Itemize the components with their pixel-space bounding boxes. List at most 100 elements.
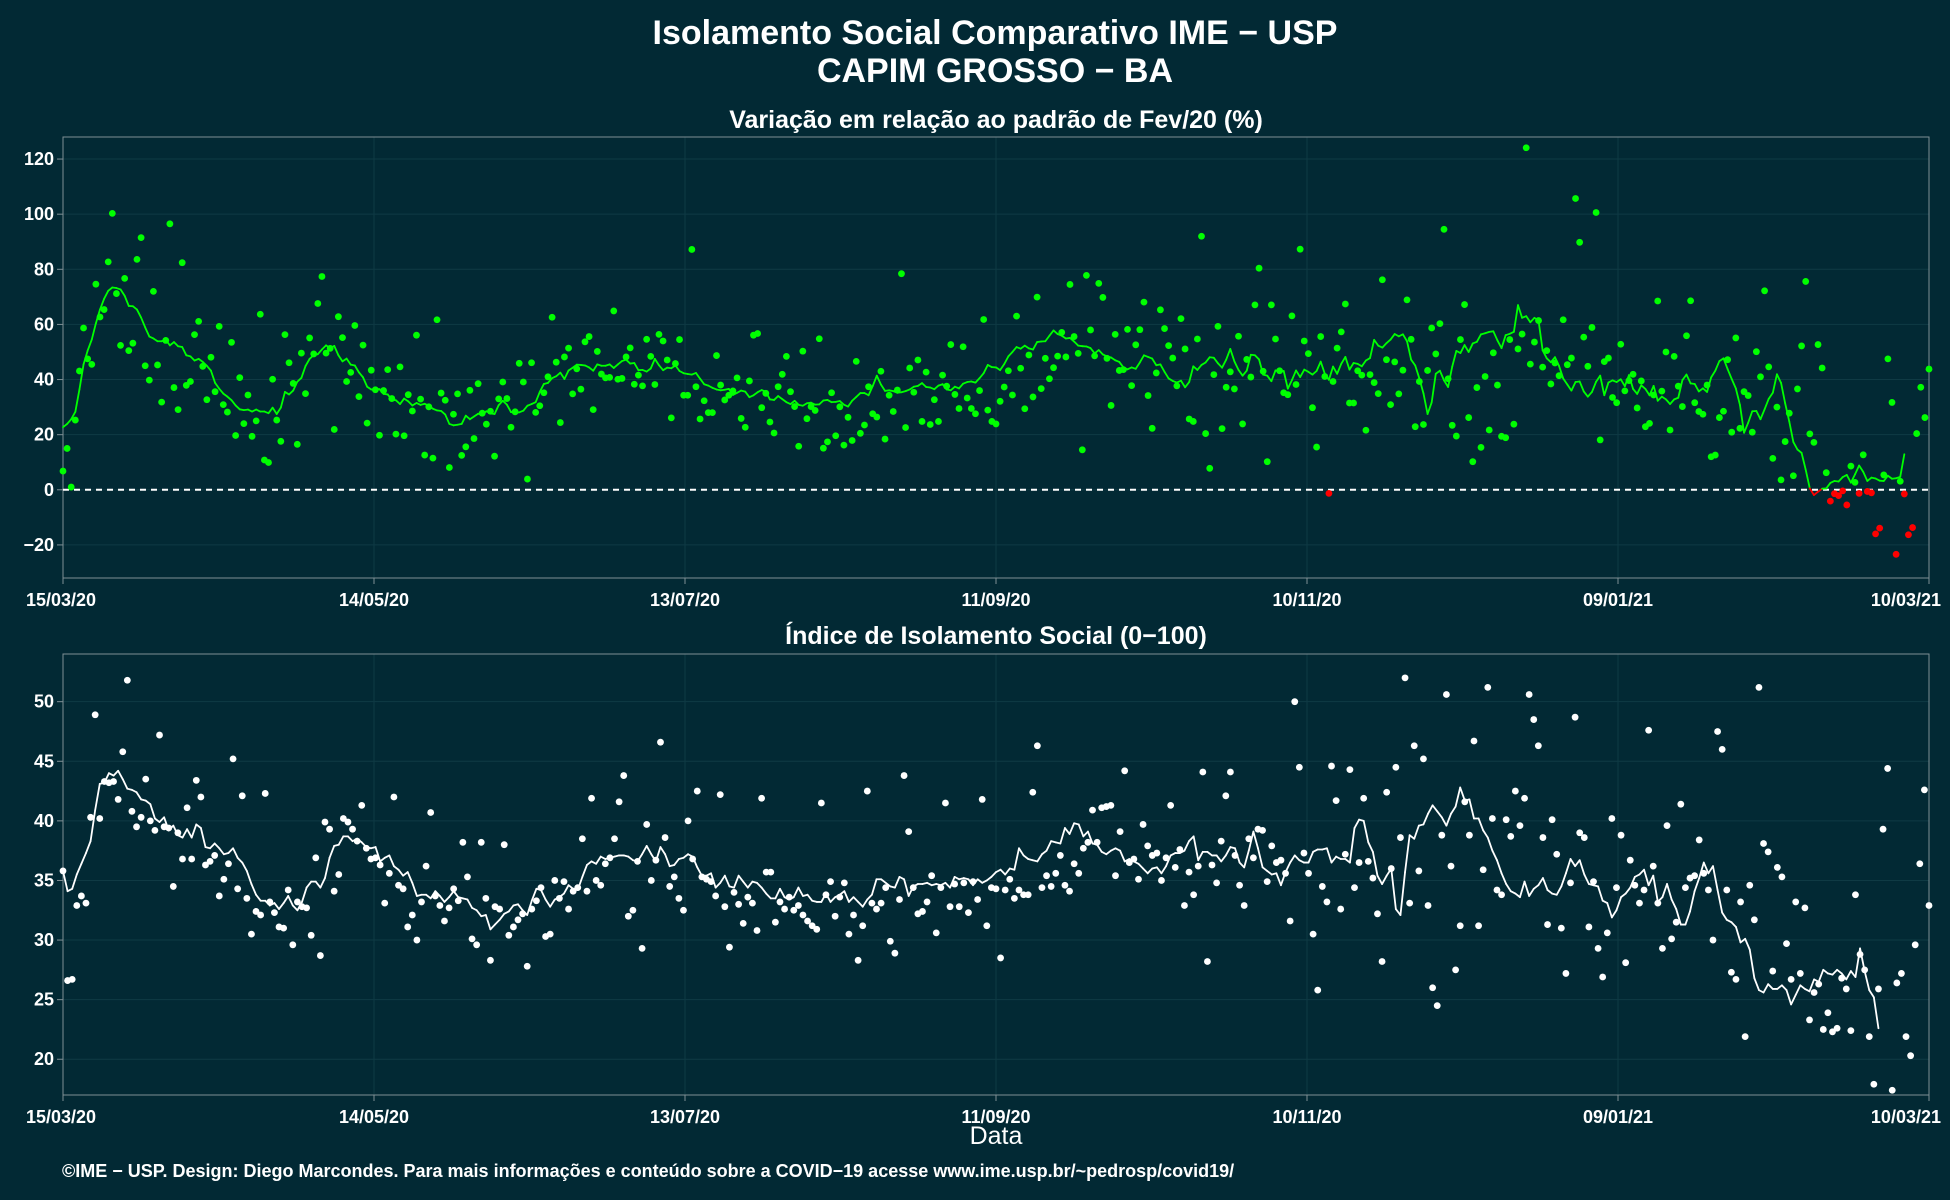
- data-point: [362, 844, 370, 852]
- data-point: [392, 430, 400, 438]
- trend-segment: [1578, 380, 1585, 393]
- data-point: [1295, 763, 1303, 771]
- data-point: [848, 437, 856, 444]
- data-point: [555, 894, 563, 902]
- trend-segment: [362, 376, 369, 388]
- trend-segment: [852, 896, 860, 903]
- trend-segment: [1155, 866, 1163, 875]
- data-point: [803, 415, 811, 423]
- variation-panel: Variação em relação ao padrão de Fev/20 …: [23, 106, 1941, 610]
- y-tick-label: 20: [34, 425, 54, 445]
- data-point: [1913, 430, 1921, 437]
- trend-segment: [1721, 911, 1728, 921]
- data-point: [1599, 973, 1607, 981]
- trend-segment: [1558, 365, 1565, 380]
- data-point: [1461, 798, 1469, 806]
- data-point: [1806, 430, 1814, 438]
- data-point: [1755, 683, 1763, 691]
- data-point: [885, 391, 893, 399]
- data-point: [978, 796, 986, 803]
- data-point: [234, 885, 242, 893]
- data-point: [1773, 403, 1781, 411]
- trend-segment: [393, 865, 400, 871]
- data-point: [289, 941, 297, 949]
- trend-segment: [838, 400, 845, 406]
- data-point: [1649, 862, 1657, 870]
- trend-segment: [213, 842, 221, 850]
- data-point: [620, 772, 628, 779]
- data-point: [1796, 970, 1804, 977]
- data-point: [1888, 1086, 1896, 1094]
- trend-segment: [1224, 846, 1232, 857]
- trend-segment: [173, 341, 179, 348]
- trend-segment: [765, 892, 772, 900]
- data-point: [1161, 325, 1168, 332]
- data-point: [1843, 501, 1851, 509]
- data-point: [199, 362, 207, 370]
- data-point: [1378, 276, 1386, 284]
- data-point: [1374, 910, 1381, 918]
- data-point: [693, 787, 701, 795]
- data-point: [859, 922, 867, 930]
- trend-segment: [818, 399, 825, 406]
- data-point: [758, 794, 766, 802]
- trend-segment: [1348, 827, 1356, 864]
- data-point: [482, 420, 490, 428]
- trend-segment: [1142, 867, 1149, 875]
- trend-segment: [1225, 348, 1232, 361]
- data-point: [495, 395, 503, 403]
- data-point: [1075, 869, 1083, 877]
- data-point: [339, 334, 346, 342]
- trend-segment: [1712, 865, 1719, 891]
- data-point: [431, 892, 439, 900]
- data-point: [1488, 815, 1496, 822]
- data-point: [1777, 476, 1785, 484]
- trend-segment: [733, 874, 740, 889]
- data-point: [510, 923, 517, 931]
- trend-segment: [1013, 847, 1020, 871]
- data-point: [886, 937, 894, 945]
- trend-segment: [1326, 847, 1333, 864]
- data-point: [273, 416, 281, 424]
- trend-segment: [324, 856, 331, 879]
- data-point: [1842, 985, 1850, 993]
- data-point: [67, 483, 75, 491]
- trend-segment: [250, 883, 257, 896]
- trend-segment: [1048, 329, 1055, 337]
- data-point: [1251, 301, 1259, 309]
- data-point: [1091, 352, 1099, 360]
- data-point: [1448, 421, 1456, 429]
- data-point: [1663, 822, 1671, 830]
- data-point: [1420, 421, 1427, 428]
- data-point: [1428, 324, 1436, 332]
- data-point: [1443, 691, 1450, 698]
- data-point: [470, 435, 478, 442]
- data-point: [1678, 403, 1686, 410]
- trend-segment: [1693, 383, 1700, 393]
- data-point: [778, 370, 786, 378]
- data-point: [560, 878, 568, 886]
- trend-segment: [1541, 349, 1548, 360]
- data-point: [1507, 832, 1515, 840]
- data-point: [1562, 970, 1570, 977]
- data-point: [726, 943, 733, 951]
- data-point: [1605, 354, 1612, 362]
- data-point: [1337, 328, 1345, 336]
- trend-segment: [304, 357, 311, 367]
- trend-segment: [112, 769, 120, 777]
- data-point: [519, 910, 527, 918]
- data-point: [1662, 348, 1670, 356]
- trend-segment: [1845, 474, 1852, 484]
- data-point: [80, 324, 87, 332]
- data-point: [1272, 335, 1279, 343]
- data-point: [1559, 316, 1567, 324]
- data-point: [1727, 968, 1735, 976]
- trend-segment: [305, 880, 313, 889]
- data-point: [158, 398, 166, 406]
- trend-segment: [1747, 410, 1754, 424]
- trend-segment: [236, 856, 244, 864]
- trend-segment: [1716, 889, 1724, 914]
- trend-segment: [314, 880, 322, 889]
- data-point: [1898, 970, 1905, 977]
- data-point: [1576, 829, 1584, 837]
